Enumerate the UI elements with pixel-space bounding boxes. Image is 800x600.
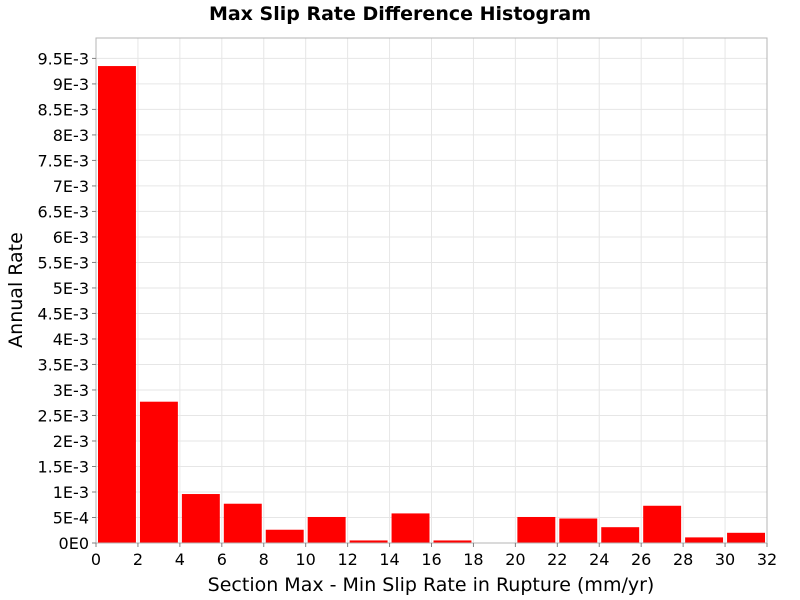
histogram-bar-6-8 xyxy=(223,503,262,543)
histogram-bar-26-28 xyxy=(643,505,682,543)
y-tick-label: 4E-3 xyxy=(53,330,89,349)
x-tick-label: 24 xyxy=(589,550,609,569)
x-tick-label: 28 xyxy=(673,550,693,569)
histogram-bar-30-32 xyxy=(727,532,765,543)
y-tick-label: 4.5E-3 xyxy=(37,304,89,323)
histogram-bar-8-10 xyxy=(265,529,304,543)
y-tick-label: 3E-3 xyxy=(53,381,89,400)
x-tick-label: 20 xyxy=(505,550,525,569)
x-tick-label: 32 xyxy=(757,550,777,569)
histogram-bar-28-30 xyxy=(685,537,724,543)
y-tick-label: 9E-3 xyxy=(53,75,89,94)
bars xyxy=(98,66,765,544)
y-tick-label: 0E0 xyxy=(59,534,89,553)
x-tick-label: 22 xyxy=(547,550,567,569)
histogram-bar-16-18 xyxy=(433,540,472,543)
histogram-bar-4-6 xyxy=(181,494,220,543)
histogram-bar-10-12 xyxy=(307,516,346,543)
x-tick-label: 6 xyxy=(217,550,227,569)
chart-title: Max Slip Rate Difference Histogram xyxy=(209,3,591,25)
y-tick-label: 8.5E-3 xyxy=(37,100,89,119)
histogram-bar-22-24 xyxy=(559,518,598,543)
x-tick-label: 12 xyxy=(337,550,357,569)
x-tick-label: 0 xyxy=(91,550,101,569)
x-tick-label: 14 xyxy=(379,550,399,569)
y-tick-label: 1.5E-3 xyxy=(37,457,89,476)
y-tick-label: 2.5E-3 xyxy=(37,406,89,425)
y-tick-label: 6E-3 xyxy=(53,228,89,247)
x-tick-label: 8 xyxy=(259,550,269,569)
y-axis-label: Annual Rate xyxy=(5,232,27,348)
plot-area xyxy=(95,37,768,544)
y-axis: 0E0 5E-4 1E-3 1.5E-3 2E-3 2.5E-3 3E-3 3.5E-3 4E-… xyxy=(37,49,96,553)
y-tick-label: 2E-3 xyxy=(53,432,89,451)
x-axis: 0 2 4 6 8 10 12 14 16 18 20 22 24 26 28 30 32 xyxy=(91,543,777,569)
histogram-bar-2-4 xyxy=(139,401,178,543)
histogram-bar-24-26 xyxy=(601,527,640,543)
x-tick-label: 18 xyxy=(463,550,483,569)
y-tick-label: 1E-3 xyxy=(53,483,89,502)
histogram-bar-14-16 xyxy=(391,513,430,543)
x-tick-label: 30 xyxy=(715,550,735,569)
y-tick-label: 6.5E-3 xyxy=(37,202,89,221)
x-tick-label: 16 xyxy=(421,550,441,569)
histogram-bar-12-14 xyxy=(349,540,388,543)
y-tick-label: 7.5E-3 xyxy=(37,151,89,170)
y-tick-label: 5E-3 xyxy=(53,279,89,298)
y-tick-label: 8E-3 xyxy=(53,126,89,145)
y-tick-label: 5.5E-3 xyxy=(37,253,89,272)
y-tick-label: 7E-3 xyxy=(53,177,89,196)
y-tick-label: 3.5E-3 xyxy=(37,355,89,374)
histogram-bar-20-22 xyxy=(517,516,556,543)
x-tick-label: 26 xyxy=(631,550,651,569)
x-tick-label: 10 xyxy=(296,550,316,569)
y-tick-label: 9.5E-3 xyxy=(37,49,89,68)
x-tick-label: 4 xyxy=(175,550,185,569)
y-tick-label: 5E-4 xyxy=(53,508,89,527)
x-tick-label: 2 xyxy=(133,550,143,569)
x-axis-label: Section Max - Min Slip Rate in Rupture (… xyxy=(208,574,655,596)
histogram-bar-0-2 xyxy=(98,66,136,544)
